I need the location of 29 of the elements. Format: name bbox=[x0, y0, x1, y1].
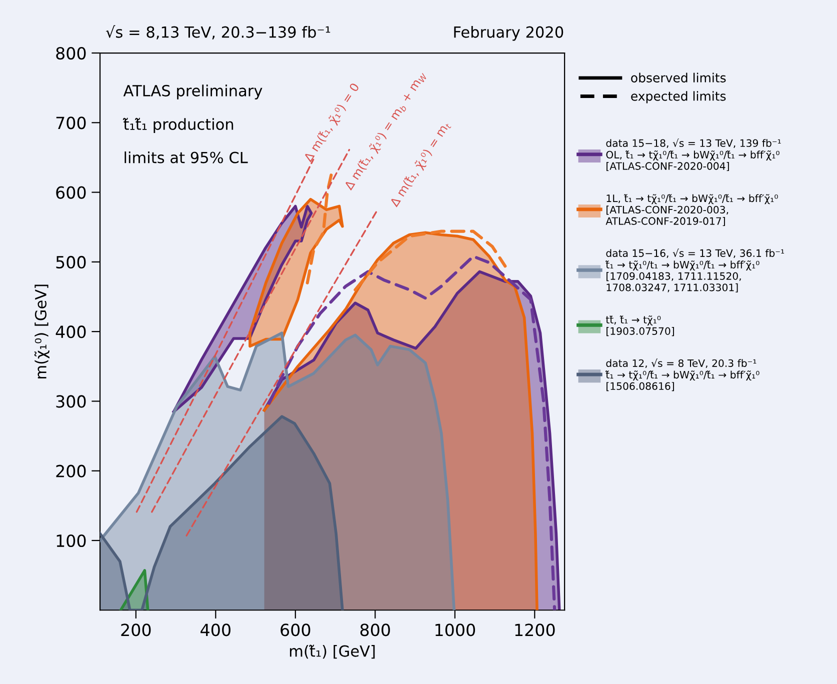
legend-label: data 15−16, √s = 13 TeV, 36.1 fb⁻¹ t̃₁ → tχ̃₁⁰/t₁ → bWχ̃₁⁰/t̃₁ → bff′χ̃₁⁰ [1709.04183, 1711.11520, 1708.03247, 1711.03301] bbox=[605, 248, 784, 292]
x-axis-title: m(t̃₁) [GeV] bbox=[290, 644, 375, 659]
y-tick-label: 500 bbox=[56, 256, 86, 268]
text: observed limits bbox=[631, 72, 726, 82]
x-tick-label: 1000 bbox=[436, 624, 476, 636]
y-tick-label: 600 bbox=[56, 186, 86, 199]
annotation: ATLAS preliminary bbox=[123, 84, 262, 100]
x-tick-label: 400 bbox=[200, 624, 230, 636]
y-tick-label: 800 bbox=[56, 46, 86, 60]
chart-title: √s = 8,13 TeV, 20.3−139 fb⁻¹ bbox=[106, 25, 330, 40]
legend-label: data 15−18, √s = 13 TeV, 139 fb⁻¹ OL, t̃₁ → tχ̃₁⁰/t̃₁ → bWχ̃₁⁰/t̃₁ → bff′χ̃₁⁰ [ATLAS-CONF-2020-004] bbox=[606, 138, 781, 172]
y-tick-label: 700 bbox=[56, 116, 86, 130]
line-series bbox=[354, 230, 507, 292]
y-tick-label: 100 bbox=[56, 534, 86, 548]
legend-label: data 12, √s = 8 TeV, 20.3 fb⁻¹ t̃₁ → tχ̃₁⁰/t̃₁ → bWχ̃₁⁰/t̃₁ → bff′χ̃₁⁰ [1506.08616] bbox=[605, 358, 760, 392]
text: expected limits bbox=[631, 91, 726, 104]
y-tick-label: 200 bbox=[56, 464, 86, 478]
x-tick-label: 800 bbox=[360, 624, 390, 636]
y-axis-title: m(χ̃₁⁰) [GeV] bbox=[34, 284, 50, 378]
y-tick-label: 400 bbox=[56, 326, 86, 338]
x-tick-label: 600 bbox=[280, 624, 310, 636]
x-tick-label: 200 bbox=[121, 624, 151, 636]
x-tick-label: 1200 bbox=[515, 624, 555, 636]
legend-label: 1L, t̃₁ → tχ̃₁⁰/t̃₁ → bWχ̃₁⁰/t̃₁ → bff′χ̃₁⁰ [ATLAS-CONF-2020-003, ATLAS-CONF-2019-017] bbox=[606, 194, 778, 226]
legend-label: tt̄, t̃₁ → tχ̃₁⁰ [1903.07570] bbox=[606, 316, 674, 336]
annotation: limits at 95% CL bbox=[124, 151, 248, 164]
annotation: t̃₁t̃₁ production bbox=[122, 118, 234, 133]
y-tick-label: 300 bbox=[56, 395, 86, 408]
text: February 2020 bbox=[454, 26, 564, 41]
